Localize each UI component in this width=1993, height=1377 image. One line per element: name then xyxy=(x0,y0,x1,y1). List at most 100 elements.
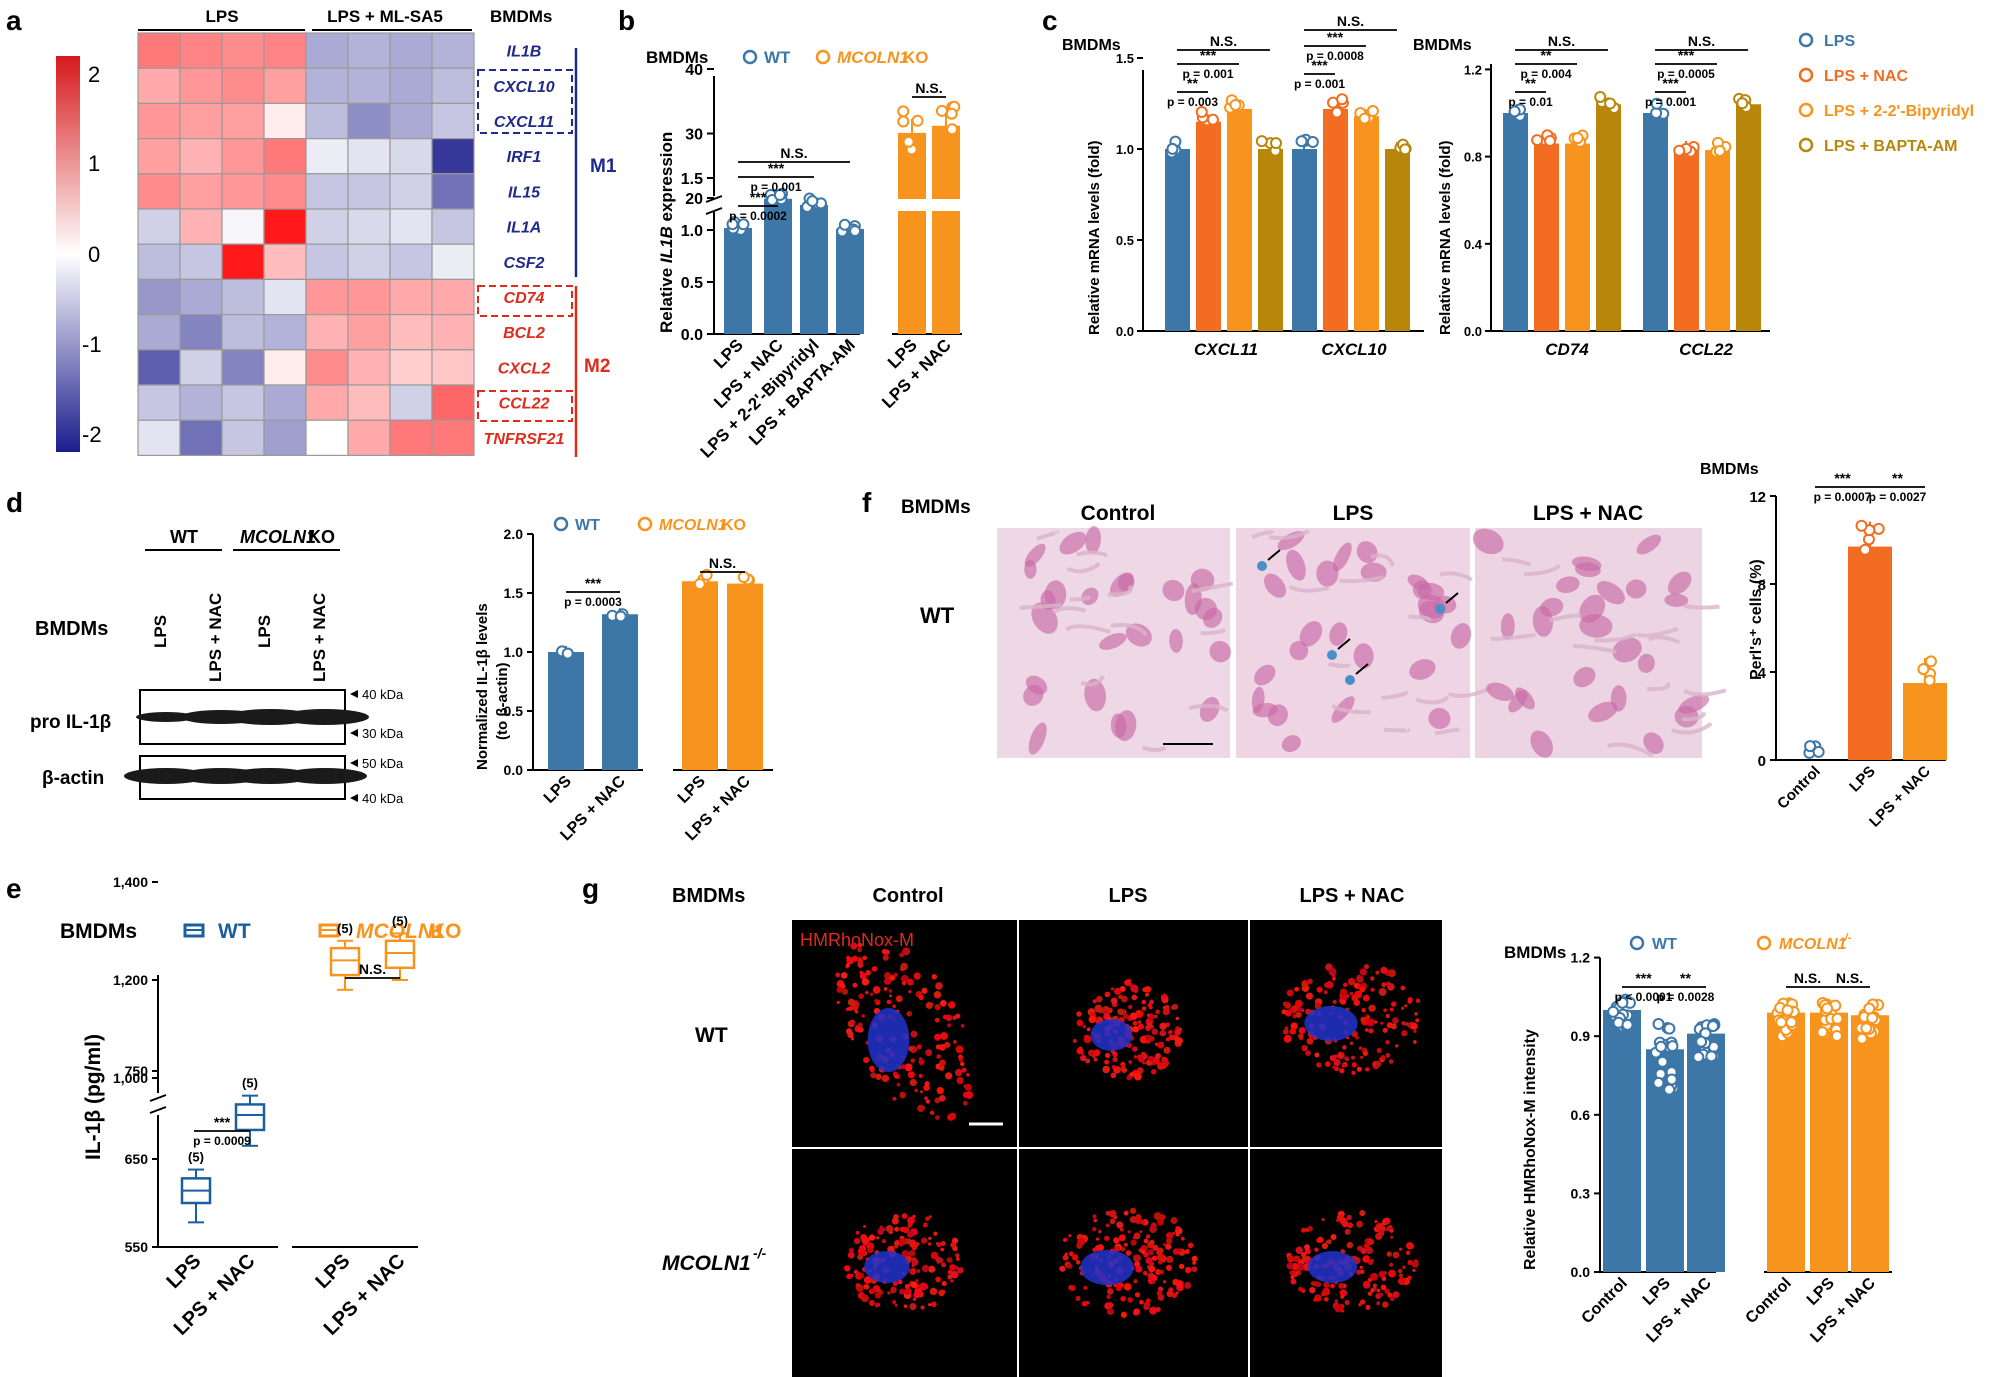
stained-cell xyxy=(1612,637,1642,663)
y-tick-label: 8 xyxy=(1758,577,1766,594)
data-point xyxy=(1654,1040,1667,1053)
heatmap-cell xyxy=(179,173,223,210)
fluorescent-puncta xyxy=(1305,1050,1311,1056)
sample-size: (5) xyxy=(242,1076,258,1091)
fluorescent-puncta xyxy=(944,1041,951,1048)
fluorescent-puncta xyxy=(1370,987,1375,992)
fluorescent-puncta xyxy=(859,972,867,980)
data-point xyxy=(1229,99,1242,112)
heatmap-cell xyxy=(179,102,223,140)
fluorescent-puncta xyxy=(1113,987,1122,995)
fluorescent-puncta xyxy=(1378,987,1387,996)
heatmap-cell xyxy=(137,278,181,316)
fluorescent-puncta xyxy=(1376,1047,1382,1054)
heatmap-cell xyxy=(305,138,349,175)
fluorescent-puncta xyxy=(877,1288,881,1292)
fluorescent-puncta xyxy=(1338,1054,1343,1059)
fluorescent-puncta xyxy=(1400,985,1406,991)
fluorescent-puncta xyxy=(1149,1036,1155,1042)
fluorescent-puncta xyxy=(863,1283,870,1290)
fluorescent-puncta xyxy=(1165,1232,1174,1240)
fluorescent-puncta xyxy=(947,1269,953,1275)
fluorescent-puncta xyxy=(1407,1259,1413,1266)
panel-label-f: f xyxy=(862,487,872,518)
y-tick-label: 1,200 xyxy=(113,972,148,988)
cell-process xyxy=(1434,727,1460,736)
x-tick-label: LPS xyxy=(1804,1275,1838,1309)
fluorescent-puncta xyxy=(846,1273,852,1280)
fluorescent-puncta xyxy=(862,955,868,961)
fluorescent-puncta xyxy=(1068,1234,1072,1238)
cell-process xyxy=(1636,626,1679,638)
g-title: LPS xyxy=(1109,885,1148,907)
cell-process xyxy=(1268,529,1310,541)
fluorescent-puncta xyxy=(1178,1263,1185,1270)
y-tick-label: 0.5 xyxy=(504,703,524,719)
significance-label: N.S. xyxy=(1794,970,1821,986)
panel-d-blot: BMDMs WT MCOLN1 KO LPS LPS + NAC LPS LPS… xyxy=(30,527,404,806)
fluorescent-puncta xyxy=(1370,1272,1379,1281)
bar xyxy=(727,583,763,770)
fluorescent-puncta xyxy=(1407,997,1413,1003)
fluorescent-puncta xyxy=(1143,1238,1149,1244)
legend-wt: WT xyxy=(575,517,600,534)
fluorescent-puncta xyxy=(893,972,898,977)
fluorescent-puncta xyxy=(1133,1055,1138,1059)
data-point xyxy=(1673,144,1686,157)
probe-label: HMRhoNox-M xyxy=(800,930,914,950)
bmdms-label: BMDMs xyxy=(1062,37,1121,54)
bar xyxy=(800,205,828,334)
fluorescent-puncta xyxy=(1362,1050,1369,1057)
legend-label: LPS + BAPTA-AM xyxy=(1824,138,1957,155)
data-point xyxy=(773,189,786,202)
fluorescent-puncta xyxy=(1083,1285,1088,1290)
heatmap-cell xyxy=(263,243,307,280)
fluorescent-puncta xyxy=(1142,1054,1148,1059)
fluorescent-puncta xyxy=(1165,1243,1172,1250)
legend-label: LPS + 2-2'-Bipyridyl xyxy=(1824,103,1974,120)
heatmap-cell xyxy=(389,67,433,104)
fluorescent-puncta xyxy=(840,972,848,979)
fluorescent-puncta xyxy=(1290,1275,1295,1280)
fluorescent-puncta xyxy=(847,1251,855,1259)
fluorescent-puncta xyxy=(1113,1237,1120,1244)
fluorescent-puncta xyxy=(1141,1006,1147,1011)
fluorescent-puncta xyxy=(871,966,878,972)
fluorescent-puncta xyxy=(1142,987,1148,993)
data-point xyxy=(1816,1026,1829,1039)
fluorescent-puncta xyxy=(1094,1004,1103,1013)
data-point xyxy=(1571,132,1584,145)
heatmap-cell xyxy=(137,419,181,457)
fluorescent-puncta xyxy=(912,1297,917,1301)
fluorescent-puncta xyxy=(907,1071,915,1079)
data-point xyxy=(806,195,819,208)
fluorescent-puncta xyxy=(1282,1001,1288,1007)
significance-label: N.S. xyxy=(359,961,386,977)
fluorescent-puncta xyxy=(953,1040,957,1044)
fluorescent-puncta xyxy=(1293,1272,1298,1277)
data-point xyxy=(1663,1083,1676,1096)
fluorescent-puncta xyxy=(1353,983,1359,989)
fluorescent-puncta xyxy=(863,1224,867,1228)
fluorescent-puncta xyxy=(1129,1207,1137,1214)
fluorescent-puncta xyxy=(1115,1285,1122,1292)
fluorescent-puncta xyxy=(1104,1235,1110,1241)
fluorescent-puncta xyxy=(911,1264,915,1268)
c-ylabel-right: Relative mRNA levels (fold) xyxy=(1437,141,1454,336)
fluorescent-puncta xyxy=(1130,984,1139,993)
stained-cell xyxy=(1540,597,1564,617)
fluorescent-puncta xyxy=(1142,1061,1146,1065)
data-point xyxy=(1666,1040,1679,1053)
fluorescent-puncta xyxy=(1066,1263,1073,1269)
fluorescent-puncta xyxy=(1310,1281,1316,1286)
fluorescent-puncta xyxy=(1165,1264,1172,1271)
fluorescent-puncta xyxy=(1162,1280,1167,1284)
cell-process xyxy=(1019,603,1062,610)
fluorescent-puncta xyxy=(1374,1220,1378,1224)
heatmap-cell xyxy=(179,208,223,245)
bar xyxy=(1643,113,1668,331)
fluorescent-puncta xyxy=(850,942,858,950)
fluorescent-puncta xyxy=(1180,1236,1185,1241)
fluorescent-puncta xyxy=(935,982,943,990)
fluorescent-puncta xyxy=(1111,1065,1116,1070)
